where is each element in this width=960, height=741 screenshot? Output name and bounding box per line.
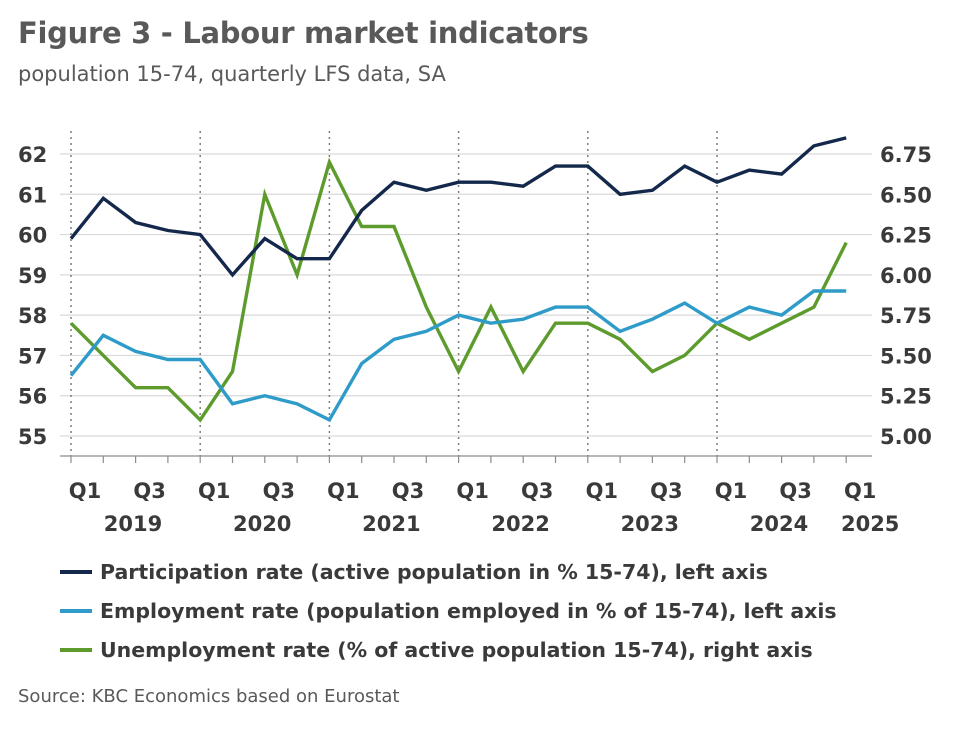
left-tick-label-7: 62: [18, 143, 47, 167]
legend-item-employment: Employment rate (population employed in …: [60, 591, 837, 630]
legend-swatch-unemployment: [60, 647, 92, 652]
right-tick-label-6: 6.50: [880, 183, 932, 207]
quarter-label-12: Q1: [844, 479, 876, 503]
legend-label-employment: Employment rate (population employed in …: [100, 598, 837, 623]
quarter-label-5: Q3: [392, 479, 424, 503]
quarter-label-3: Q3: [263, 479, 295, 503]
year-label-2020: 2020: [233, 512, 291, 536]
right-tick-label-3: 5.75: [880, 304, 932, 328]
right-tick-label-2: 5.50: [880, 344, 932, 368]
legend-swatch-employment: [60, 608, 92, 613]
left-tick-label-0: 55: [18, 425, 47, 449]
left-tick-label-3: 58: [18, 304, 47, 328]
year-label-2022: 2022: [491, 512, 549, 536]
quarter-label-10: Q1: [715, 479, 747, 503]
quarter-label-2: Q1: [198, 479, 230, 503]
right-tick-label-1: 5.25: [880, 385, 932, 409]
left-tick-label-2: 57: [18, 344, 47, 368]
year-label-2024: 2024: [750, 512, 808, 536]
legend-item-participation: Participation rate (active population in…: [60, 552, 837, 591]
right-tick-label-0: 5.00: [880, 425, 932, 449]
quarter-label-11: Q3: [779, 479, 811, 503]
legend-swatch-participation: [60, 569, 92, 574]
quarter-label-8: Q1: [586, 479, 618, 503]
line-chart: 55 56 57 58 59 60 61 62 5.00 5.25 5.50 5.75 6.00 6.25…: [18, 131, 932, 536]
quarter-label-9: Q3: [650, 479, 682, 503]
legend-label-participation: Participation rate (active population in…: [100, 559, 768, 584]
year-label-2019: 2019: [104, 512, 162, 536]
quarter-label-0: Q1: [69, 479, 101, 503]
left-tick-label-5: 60: [18, 224, 47, 248]
year-label-2025: 2025: [841, 512, 899, 536]
source-note: Source: KBC Economics based on Eurostat: [18, 686, 400, 707]
left-tick-label-4: 59: [18, 264, 47, 288]
left-tick-label-1: 56: [18, 385, 47, 409]
series-line-1: [69, 289, 847, 423]
quarter-label-4: Q1: [327, 479, 359, 503]
legend-item-unemployment: Unemployment rate (% of active populatio…: [60, 630, 837, 669]
year-label-2021: 2021: [362, 512, 420, 536]
series-line-2: [69, 157, 848, 423]
year-label-2023: 2023: [621, 512, 679, 536]
right-tick-label-7: 6.75: [880, 143, 932, 167]
left-tick-label-6: 61: [18, 183, 47, 207]
series-line-0: [69, 136, 847, 278]
quarter-label-1: Q3: [133, 479, 165, 503]
right-tick-label-5: 6.25: [880, 224, 932, 248]
legend: Participation rate (active population in…: [60, 552, 837, 669]
quarter-label-6: Q1: [456, 479, 488, 503]
right-tick-label-4: 6.00: [880, 264, 932, 288]
chart-subtitle: population 15-74, quarterly LFS data, SA: [18, 62, 446, 86]
chart-title: Figure 3 - Labour market indicators: [18, 16, 589, 50]
legend-label-unemployment: Unemployment rate (% of active populatio…: [100, 637, 813, 662]
quarter-label-7: Q3: [521, 479, 553, 503]
